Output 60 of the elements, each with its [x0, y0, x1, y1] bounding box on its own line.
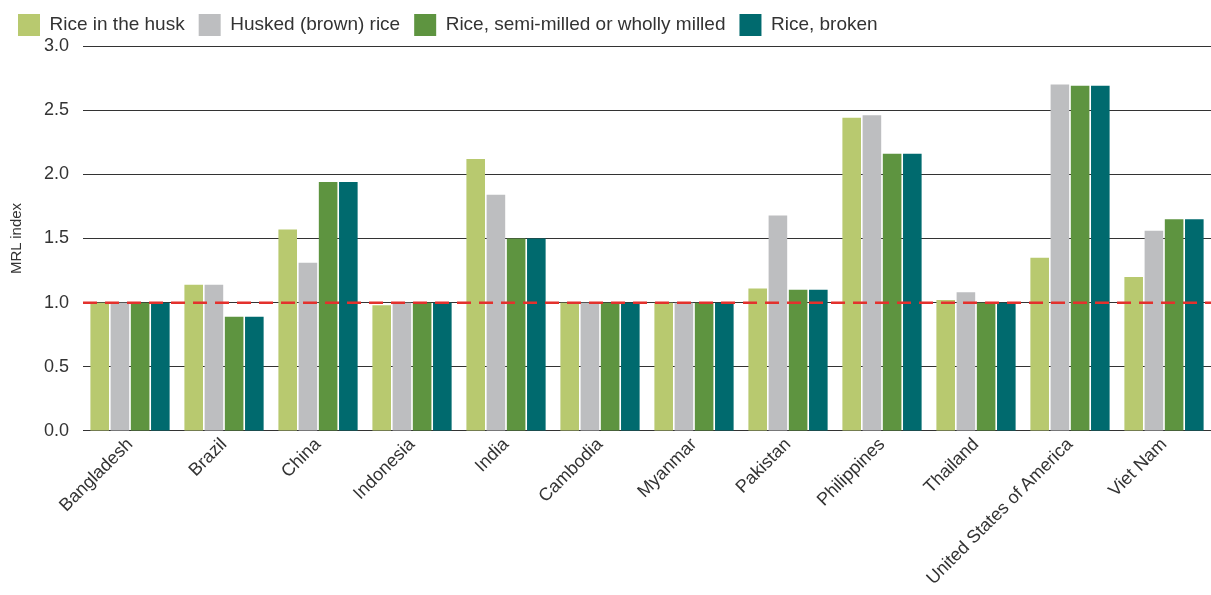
bar [976, 302, 996, 431]
y-tick-label: 1.0 [43, 291, 70, 312]
bar [654, 302, 673, 431]
bar [862, 115, 882, 431]
bar [674, 302, 694, 431]
legend-label: Rice, broken [770, 13, 878, 35]
bar [466, 158, 485, 431]
bar [318, 182, 338, 431]
bar [600, 302, 620, 431]
bar [1185, 219, 1204, 431]
y-tick-label: 0.0 [43, 419, 70, 440]
bar [1070, 85, 1090, 431]
bar [506, 238, 526, 431]
bar [882, 153, 902, 431]
y-axis-title: MRL index [7, 202, 25, 275]
bar [842, 117, 861, 431]
bar [560, 302, 579, 431]
bar [809, 289, 828, 431]
bar [412, 302, 432, 431]
bar [580, 302, 600, 431]
bar [768, 215, 788, 431]
bar [433, 302, 452, 431]
bar [339, 182, 358, 431]
bar [527, 238, 546, 431]
bar [1124, 276, 1143, 431]
bar [621, 302, 640, 431]
bar [715, 302, 734, 431]
bar [936, 300, 955, 431]
y-tick-label: 2.0 [43, 163, 70, 184]
bar [298, 262, 318, 431]
bar [392, 302, 412, 431]
bar [90, 302, 109, 431]
bar [1030, 257, 1049, 431]
bar [245, 316, 264, 431]
y-tick-label: 1.5 [43, 227, 70, 248]
legend-label: Husked (brown) rice [230, 13, 401, 35]
bar [1050, 84, 1070, 431]
legend-label: Rice in the husk [49, 13, 186, 35]
bar [130, 302, 150, 431]
bar [224, 316, 244, 431]
bar [204, 284, 224, 431]
bar [748, 288, 767, 431]
y-tick-label: 2.5 [43, 99, 70, 120]
bar [1091, 85, 1110, 431]
bar [184, 284, 203, 431]
bar [372, 305, 391, 431]
bar [1164, 219, 1184, 431]
legend-label: Rice, semi-milled or wholly milled [445, 13, 726, 35]
y-tick-label: 0.5 [43, 355, 70, 376]
bar [151, 302, 170, 431]
y-tick-label: 3.0 [43, 34, 70, 55]
bar [788, 289, 808, 431]
bar [997, 302, 1016, 431]
bar [486, 194, 506, 431]
bar [694, 302, 714, 431]
bar [110, 302, 130, 431]
bar [903, 153, 922, 431]
bar [956, 292, 976, 431]
bar [278, 229, 297, 431]
bar [1144, 230, 1164, 431]
